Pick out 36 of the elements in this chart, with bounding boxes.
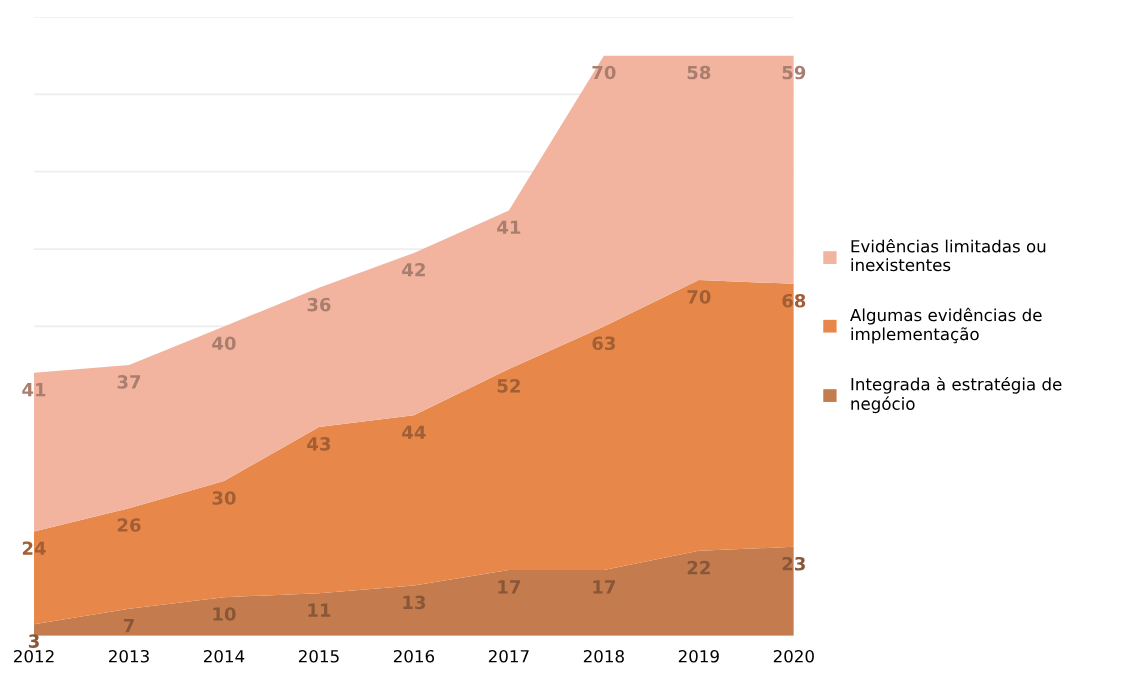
data-label: 36 [307, 297, 331, 312]
data-label: 7 [123, 619, 134, 633]
data-label: 22 [687, 560, 710, 575]
data-label: 23 [782, 556, 805, 571]
data-label: 17 [498, 580, 521, 594]
data-label: 70 [592, 65, 616, 80]
data-label: 13 [403, 595, 426, 610]
data-label: 41 [497, 220, 521, 234]
data-label: 3 [28, 634, 39, 648]
x-tick-label: 2020 [773, 649, 814, 663]
data-label: 42 [402, 262, 425, 277]
x-tick-label: 2017 [488, 649, 529, 663]
data-label: 41 [22, 383, 46, 397]
data-label: 43 [307, 437, 331, 451]
x-tick-label: 2015 [298, 649, 339, 663]
data-label: 52 [497, 378, 520, 393]
x-tick-label: 2012 [14, 649, 54, 663]
data-label: 63 [592, 336, 615, 351]
legend-label: Evidências limitadas ou inexistentes [851, 238, 1046, 272]
data-label: 58 [687, 65, 711, 80]
x-tick-label: 2019 [678, 649, 719, 663]
data-label: 10 [213, 607, 236, 621]
x-tick-label: 2018 [583, 649, 624, 663]
x-tick-label: 2014 [203, 649, 245, 663]
x-tick-label: 2013 [109, 649, 149, 663]
data-label: 44 [402, 425, 426, 439]
data-label: 11 [308, 603, 331, 617]
legend-label: Integrada à estratégia de negócio [851, 376, 1062, 414]
data-label: 40 [212, 336, 236, 351]
legend-label: Algumas evidências de implementação [850, 307, 1042, 344]
data-label: 30 [212, 491, 236, 505]
x-tick-label: 2016 [393, 649, 435, 663]
data-label: 17 [593, 580, 615, 594]
data-label: 26 [117, 518, 141, 532]
data-label: 70 [687, 290, 711, 304]
data-label: 37 [117, 375, 141, 389]
